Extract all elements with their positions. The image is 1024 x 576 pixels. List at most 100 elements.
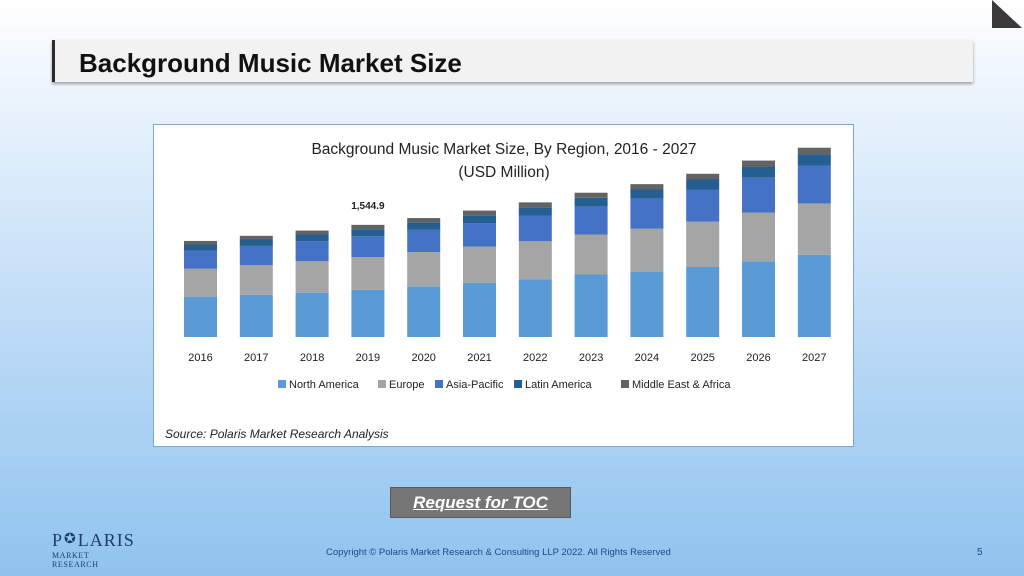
bar-segment [407, 218, 441, 223]
x-tick-label: 2026 [746, 352, 770, 364]
data-label-annotation: 1,544.9 [351, 201, 385, 212]
bar-segment [630, 198, 664, 229]
bar-segment [295, 261, 329, 293]
bar-segment [239, 239, 273, 246]
legend-swatch [621, 380, 629, 388]
bar-segment [797, 203, 831, 255]
bar-segment [463, 246, 496, 283]
x-tick-label: 2019 [356, 352, 380, 364]
bar-segment [686, 189, 720, 222]
copyright-text: Copyright © Polaris Market Research & Co… [326, 547, 671, 558]
legend: North America Europe Asia-Pacific Latin Ame… [278, 379, 731, 391]
x-tick-label: 2025 [690, 352, 714, 364]
slide-title: Background Music Market Size [79, 48, 462, 78]
logo-wordmark: LARIS [77, 530, 135, 550]
bar-segment [630, 189, 664, 199]
bar-segment [518, 207, 552, 216]
bar-segment [686, 173, 720, 180]
legend-swatch [278, 380, 286, 388]
bar-segment [295, 230, 329, 235]
x-tick-label: 2023 [579, 352, 603, 364]
x-tick-label: 2024 [635, 352, 659, 364]
legend-swatch [378, 380, 386, 388]
bar-segment [797, 254, 831, 337]
bar-segment [463, 215, 496, 224]
bar-segment [742, 261, 775, 337]
bar-segment [797, 165, 831, 204]
request-toc-button[interactable]: Request for TOC [390, 487, 571, 518]
bar-segment [351, 257, 385, 290]
x-tick-label: 2017 [244, 352, 268, 364]
legend-label: Europe [389, 379, 424, 391]
bar-segment [463, 223, 496, 247]
x-tick-label: 2027 [802, 352, 826, 364]
bar-segment [407, 252, 441, 287]
title-bar: Background Music Market Size [52, 40, 973, 82]
logo-subtitle: MARKET RESEARCH [52, 551, 99, 569]
chart-svg: Background Music Market Size, By Region,… [165, 141, 831, 441]
polaris-logo: P ✪ LARIS MARKET RESEARCH [52, 530, 135, 569]
legend-label: Middle East & Africa [632, 379, 731, 391]
x-tick-label: 2020 [411, 352, 435, 364]
bar-segment [184, 250, 217, 269]
page-number: 5 [977, 547, 983, 558]
bar-segment [797, 154, 831, 166]
bar-segment [574, 234, 608, 275]
bar-segment [239, 294, 273, 337]
bar-segment [407, 229, 441, 252]
bar-segment [351, 224, 385, 230]
bar-segment [518, 279, 552, 337]
bar-segment [797, 147, 831, 155]
bar-segment [574, 197, 608, 207]
bar-segment [184, 240, 217, 245]
bars-group: 1,544.9 [184, 147, 831, 337]
bar-segment [351, 229, 385, 237]
bar-segment [239, 245, 273, 266]
bar-segment [630, 271, 664, 337]
chart-source: Source: Polaris Market Research Analysis [165, 427, 389, 441]
bar-segment [742, 167, 775, 178]
chart-title-line2: (USD Million) [458, 164, 549, 181]
x-axis-labels: 2016 2017 2018 2019 2020 2021 2022 2023 2024 2025… [188, 352, 826, 364]
bar-segment [351, 289, 385, 337]
bar-segment [295, 241, 329, 262]
legend-label: North America [289, 379, 360, 391]
bar-segment [295, 234, 329, 242]
bar-segment [518, 215, 552, 242]
x-tick-label: 2016 [188, 352, 212, 364]
bar-segment [630, 228, 664, 272]
bar-segment [686, 221, 720, 267]
legend-label: Asia-Pacific [446, 379, 504, 391]
bar-segment [518, 241, 552, 280]
bar-segment [463, 210, 496, 216]
logo-letter: P [52, 530, 64, 550]
bar-segment [407, 222, 441, 230]
bar-segment [518, 202, 552, 208]
bar-segment [239, 265, 273, 295]
bar-segment [742, 160, 775, 167]
bar-segment [686, 267, 720, 337]
legend-swatch [514, 380, 522, 388]
bar-segment [742, 212, 775, 262]
bar-segment [184, 244, 217, 251]
bar-segment [463, 282, 496, 337]
bar-segment [574, 206, 608, 235]
x-tick-label: 2022 [523, 352, 547, 364]
bar-segment [574, 274, 608, 337]
chart-container: Background Music Market Size, By Region,… [153, 124, 854, 447]
corner-triangle-icon [992, 0, 1022, 28]
bar-segment [184, 296, 217, 337]
bar-segment [184, 268, 217, 297]
bar-segment [630, 184, 664, 190]
bar-segment [351, 236, 385, 257]
polaris-star-icon: ✪ [64, 532, 77, 547]
bar-segment [686, 179, 720, 190]
legend-label: Latin America [525, 379, 593, 391]
bar-segment [295, 292, 329, 337]
bar-segment [407, 286, 441, 337]
chart-title-line1: Background Music Market Size, By Region,… [311, 141, 696, 158]
x-tick-label: 2021 [467, 352, 491, 364]
legend-swatch [435, 380, 443, 388]
bar-segment [239, 235, 273, 240]
bar-segment [742, 177, 775, 213]
